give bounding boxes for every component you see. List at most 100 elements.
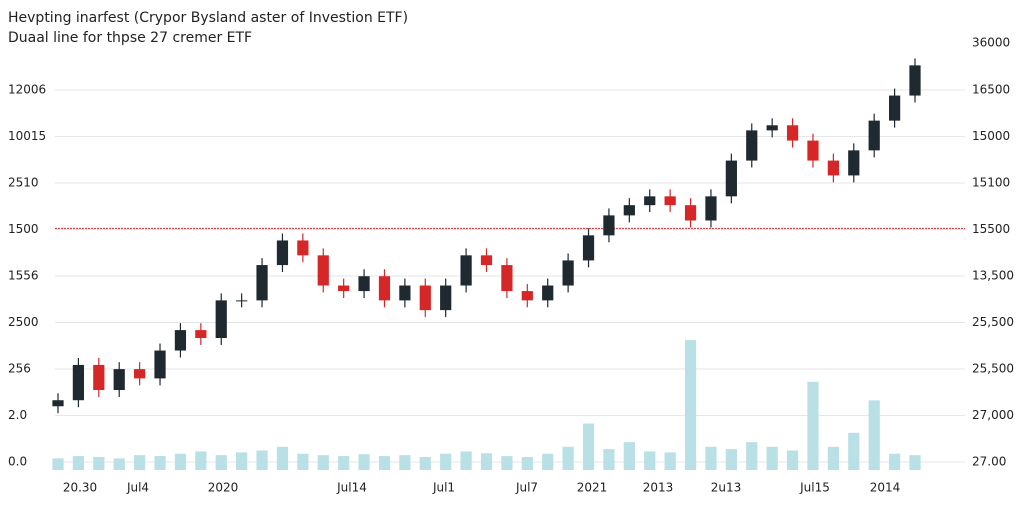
volume-bar: [236, 452, 248, 470]
candle-body: [317, 255, 329, 286]
x-tick-label: Jul1: [432, 481, 455, 495]
candle-body: [93, 364, 105, 391]
y2-tick-label: 25,500: [972, 362, 1014, 376]
volume-bar: [848, 432, 860, 470]
candle-body: [562, 260, 574, 286]
volume-bar: [399, 455, 411, 470]
y2-tick-label: 15000: [972, 129, 1010, 143]
y-tick-label: 256: [8, 362, 31, 376]
candle-body: [644, 196, 656, 206]
candle-body: [480, 255, 493, 266]
volume-bar: [644, 451, 656, 470]
candle-body: [236, 300, 248, 302]
candle-body: [786, 125, 799, 141]
candle-body: [256, 265, 268, 301]
chart-title: Hevpting inarfest (Crypor Bysland aster …: [8, 10, 408, 26]
volume-bar: [603, 449, 615, 470]
y2-tick-label: 27.00: [972, 455, 1006, 469]
candle-body: [725, 160, 737, 197]
x-tick-label: Jul4: [126, 481, 149, 495]
volume-bar: [276, 446, 289, 470]
candle-body: [338, 285, 350, 292]
volume-bar: [684, 339, 697, 470]
candle-body: [705, 196, 717, 221]
y2-tick-label: 25,500: [972, 315, 1014, 329]
y-tick-label: 1556: [8, 269, 39, 283]
chart-subtitle: Duaal line for thpse 27 cremer ETF: [8, 30, 252, 46]
volume-bar: [909, 455, 921, 470]
volume-bar: [888, 453, 901, 470]
candle-body: [154, 350, 166, 379]
candle-body: [909, 65, 921, 96]
candle-body: [297, 240, 309, 256]
volume-bar: [72, 456, 85, 470]
volume-bar: [378, 456, 391, 470]
volume-bar: [562, 446, 574, 470]
volume-bar: [317, 455, 329, 470]
volume-bar: [827, 446, 839, 470]
volume-bar: [297, 453, 309, 470]
y2-tick-label: 15100: [972, 176, 1010, 190]
candle-body: [684, 205, 697, 221]
y-tick-label: 2500: [8, 315, 39, 329]
y2-tick-label: 16500: [972, 83, 1010, 97]
candle-body: [827, 160, 839, 176]
candle-body: [848, 150, 860, 176]
y-tick-label: 2510: [8, 176, 39, 190]
x-tick-label: 2014: [870, 481, 901, 495]
candle-body: [195, 330, 207, 338]
volume-bar: [52, 458, 64, 470]
candle-body: [501, 265, 513, 292]
x-tick-label: 2013: [643, 481, 674, 495]
volume-bar: [195, 451, 207, 470]
volume-bar: [215, 455, 227, 470]
x-tick-label: 20.30: [63, 481, 97, 495]
volume-bar: [807, 381, 819, 470]
volume-bar: [419, 456, 431, 470]
volume-bar: [256, 450, 268, 470]
candle-body: [174, 330, 187, 351]
y-tick-label: 0.0: [8, 455, 27, 469]
candle-body: [664, 196, 676, 206]
candle-body: [623, 205, 635, 216]
volume-bar: [542, 453, 554, 470]
volume-bar: [521, 456, 533, 470]
candle-body: [276, 240, 289, 266]
volume-bar: [501, 456, 513, 470]
candle-body: [52, 400, 64, 407]
volume-bar: [113, 458, 125, 470]
volume-bar: [664, 452, 676, 470]
volume-bar: [358, 454, 370, 470]
x-tick-label: 2u13: [711, 481, 742, 495]
y-tick-label: 10015: [8, 129, 46, 143]
candle-body: [378, 276, 391, 301]
candle-body: [399, 285, 411, 301]
volume-bar: [480, 453, 493, 470]
volume-bar: [460, 451, 472, 470]
candle-body: [440, 285, 452, 311]
volume-bar: [705, 446, 717, 470]
volume-bar: [93, 456, 105, 470]
candle-body: [888, 95, 901, 121]
volume-bar: [868, 400, 880, 470]
x-tick-label: Jul14: [336, 481, 367, 495]
candle-body: [766, 125, 778, 131]
volume-bar: [725, 449, 737, 470]
candle-body: [419, 285, 431, 311]
candle-body: [807, 140, 819, 161]
volume-bar: [174, 453, 187, 470]
candle-body: [521, 291, 533, 301]
volume-bar: [786, 450, 799, 470]
candle-body: [542, 285, 554, 301]
y2-tick-label: 36000: [972, 36, 1010, 50]
candle-body: [746, 130, 758, 161]
candle-body: [460, 255, 472, 286]
y2-tick-label: 27,000: [972, 408, 1014, 422]
x-tick-label: Jul15: [799, 481, 830, 495]
volume-bar: [766, 446, 778, 470]
x-tick-label: Jul7: [515, 481, 538, 495]
y-tick-label: 1500: [8, 222, 39, 236]
y2-tick-label: 13,500: [972, 269, 1014, 283]
